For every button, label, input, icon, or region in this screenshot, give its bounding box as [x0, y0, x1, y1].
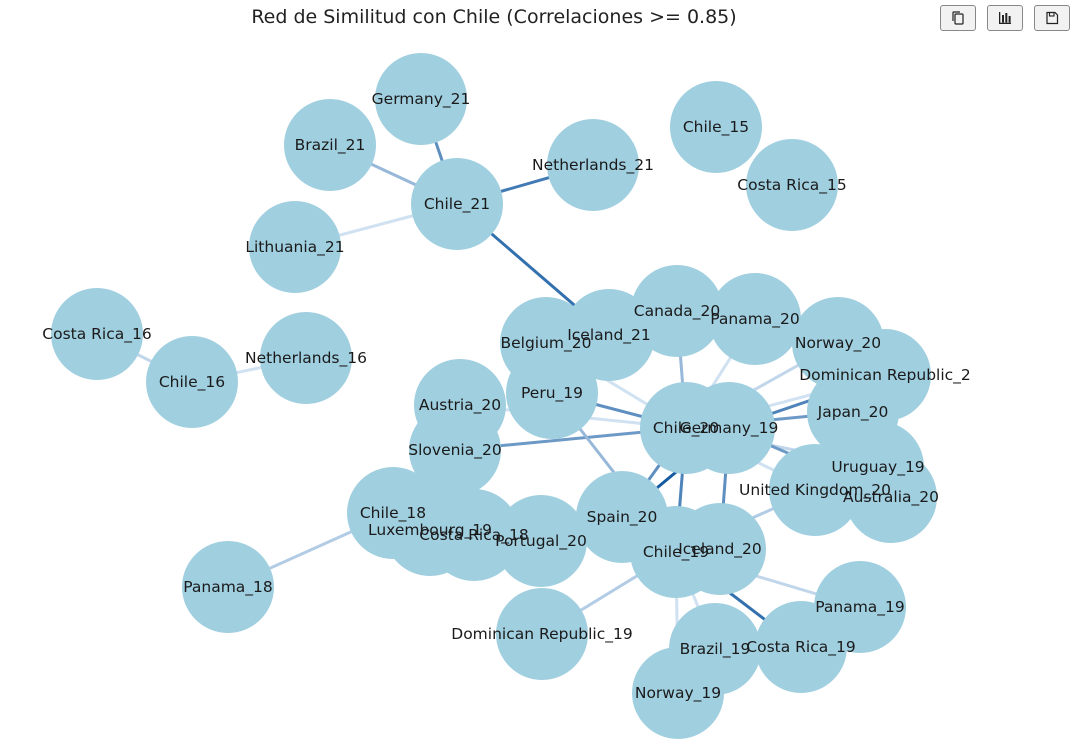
- node-lithuania_21: [249, 201, 341, 293]
- node-chile_21: [411, 158, 503, 250]
- node-iceland_21: [563, 289, 655, 381]
- node-costa-rica_15: [746, 139, 838, 231]
- node-label-netherlands_21: Netherlands_21: [532, 156, 654, 175]
- node-label-canada_20: Canada_20: [634, 302, 720, 321]
- node-layer: [51, 53, 937, 739]
- node-label-chile_16: Chile_16: [159, 373, 225, 392]
- node-label-costa-rica_19: Costa Rica_19: [746, 638, 855, 657]
- node-slovenia_20: [409, 404, 501, 496]
- node-label-australia_20: Australia_20: [843, 488, 939, 507]
- node-label-costa-rica_18: Costa Rica_18: [419, 526, 528, 545]
- node-label-chile_19: Chile_19: [643, 543, 709, 562]
- floppy-disk-icon: [1046, 11, 1059, 25]
- node-chile_15: [670, 81, 762, 173]
- node-label-costa-rica_16: Costa Rica_16: [42, 325, 151, 344]
- node-label-chile_21: Chile_21: [424, 195, 490, 214]
- node-label-iceland_21: Iceland_21: [567, 326, 651, 345]
- node-label-germany_21: Germany_21: [372, 90, 471, 109]
- node-label-panama_19: Panama_19: [815, 598, 905, 617]
- node-label-chile_20: Chile_20: [653, 419, 719, 438]
- node-label-luxembourg_19: Luxembourg_19: [368, 521, 492, 540]
- chart-button[interactable]: [987, 5, 1023, 31]
- copy-button[interactable]: [940, 5, 976, 31]
- node-label-belgium_20: Belgium_20: [500, 334, 591, 353]
- node-united-kingdom_20: [769, 444, 861, 536]
- node-costa-rica_19: [755, 601, 847, 693]
- node-panama_20: [709, 273, 801, 365]
- label-layer: Germany_21 Brazil_21 Chile_21 Netherlands_2…: [42, 90, 971, 703]
- node-label-dominican-republic_20: Dominican Republic_2: [799, 366, 971, 385]
- node-australia_20: [845, 451, 937, 543]
- node-label-chile_15: Chile_15: [683, 118, 749, 137]
- node-costa-rica_18: [428, 489, 520, 581]
- node-label-norway_20: Norway_20: [795, 334, 881, 353]
- chart-title: Red de Similitud con Chile (Correlacione…: [251, 6, 737, 28]
- node-norway_19: [632, 647, 724, 739]
- node-panama_18: [182, 541, 274, 633]
- node-label-germany_19: Germany_19: [680, 419, 779, 438]
- node-label-uruguay_19: Uruguay_19: [831, 458, 924, 477]
- node-label-panama_18: Panama_18: [183, 578, 273, 597]
- node-peru_19: [506, 347, 598, 439]
- node-dominican-republic_19: [496, 588, 588, 680]
- node-label-iceland_20: Iceland_20: [678, 540, 762, 559]
- node-label-united-kingdom_20: United Kingdom_20: [739, 481, 891, 500]
- node-label-chile_18: Chile_18: [360, 504, 426, 523]
- toolbar: [940, 5, 1070, 31]
- node-label-austria_20: Austria_20: [419, 396, 501, 415]
- save-button[interactable]: [1034, 5, 1070, 31]
- node-label-netherlands_16: Netherlands_16: [245, 349, 367, 368]
- node-label-brazil_21: Brazil_21: [295, 136, 366, 155]
- node-label-spain_20: Spain_20: [587, 508, 658, 527]
- node-label-portugal_20: Portugal_20: [495, 532, 587, 551]
- node-label-japan_20: Japan_20: [817, 403, 889, 422]
- node-label-brazil_19: Brazil_19: [680, 640, 751, 659]
- node-label-norway_19: Norway_19: [635, 684, 721, 703]
- node-iceland_20: [674, 503, 766, 595]
- node-brazil_21: [284, 99, 376, 191]
- node-chile_16: [146, 336, 238, 428]
- node-germany_19: [683, 382, 775, 474]
- copy-icon: [952, 11, 964, 25]
- node-label-lithuania_21: Lithuania_21: [245, 238, 344, 257]
- node-costa-rica_16: [51, 288, 143, 380]
- node-netherlands_16: [260, 312, 352, 404]
- node-label-peru_19: Peru_19: [521, 384, 583, 403]
- node-netherlands_21: [547, 119, 639, 211]
- node-label-panama_20: Panama_20: [710, 310, 800, 329]
- bar-chart-icon: [999, 12, 1011, 24]
- node-portugal_20: [495, 495, 587, 587]
- node-label-costa-rica_15: Costa Rica_15: [737, 176, 846, 195]
- node-label-dominican-republic_19: Dominican Republic_19: [451, 625, 632, 644]
- node-germany_21: [375, 53, 467, 145]
- node-label-slovenia_20: Slovenia_20: [408, 441, 501, 460]
